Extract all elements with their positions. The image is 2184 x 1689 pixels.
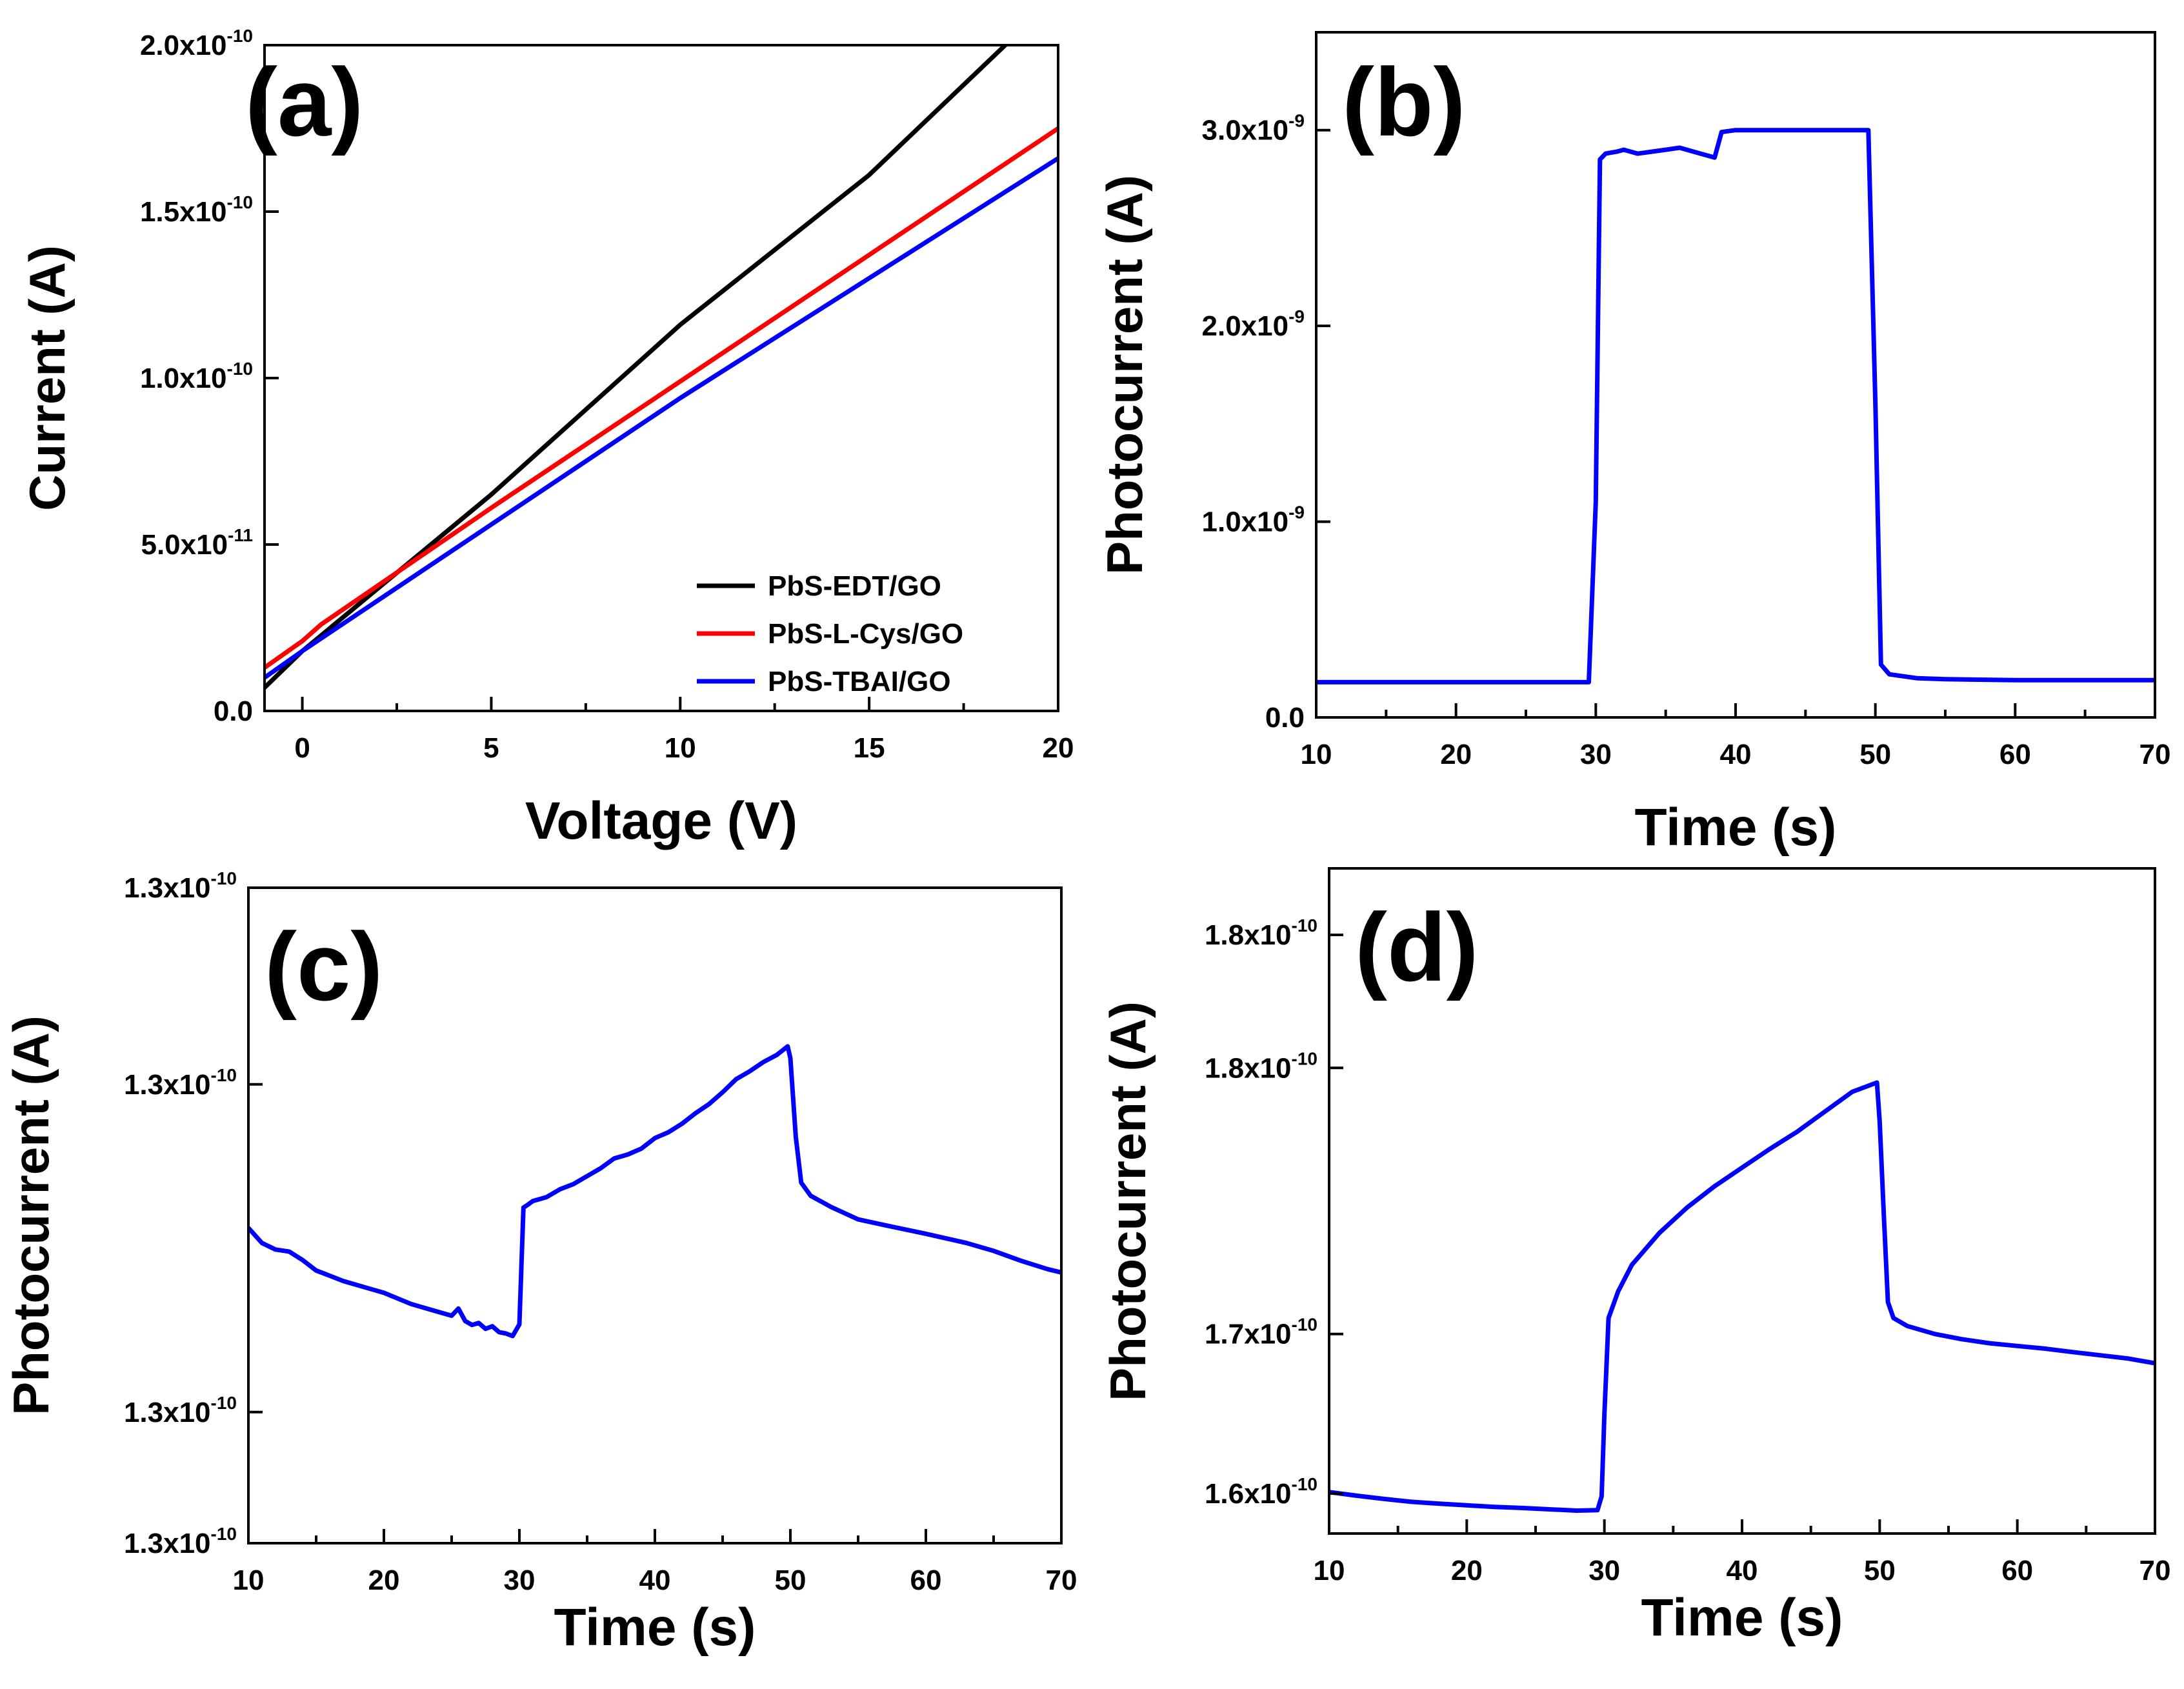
y-tick-label: 0.0 — [214, 695, 253, 727]
x-tick-label: 60 — [910, 1564, 942, 1596]
legend-label: PbS-L-Cys/GO — [768, 618, 963, 650]
x-axis-title: Voltage (V) — [525, 792, 797, 850]
x-tick-label: 20 — [1451, 1555, 1483, 1586]
y-tick-label: 1.8x10-10 — [1205, 915, 1317, 951]
x-tick-label: 50 — [775, 1564, 806, 1596]
x-tick-label: 10 — [665, 732, 696, 764]
x-tick-label: 10 — [233, 1564, 265, 1596]
x-tick-label: 10 — [1314, 1555, 1345, 1586]
series-line — [1329, 1080, 2155, 1513]
y-tick-label: 1.8x10-10 — [1205, 1048, 1317, 1084]
x-tick-label: 70 — [1046, 1564, 1077, 1596]
legend-label: PbS-EDT/GO — [768, 570, 941, 602]
y-tick-label: 1.3x10-10 — [124, 1065, 237, 1101]
x-tick-label: 20 — [1440, 739, 1472, 770]
y-tick-label: 1.3x10-10 — [124, 1393, 237, 1428]
y-tick-label: 2.0x10-9 — [1202, 306, 1305, 342]
series-line — [248, 1044, 1061, 1339]
y-tick-label: 5.0x10-11 — [141, 525, 253, 561]
x-axis-title: Time (s) — [1635, 798, 1837, 857]
legend: PbS-EDT/GO PbS-L-Cys/GO PbS-TBAI/GO — [697, 570, 963, 697]
x-tick-label: 30 — [504, 1564, 536, 1596]
x-tick-label: 70 — [2139, 1555, 2171, 1586]
x-tick-label: 10 — [1301, 739, 1332, 770]
x-tick-label: 15 — [854, 732, 885, 764]
panel-c: 10 20 30 40 50 60 70 1.3x10-10 1.3x10-10 1.3x10-1… — [3, 868, 1077, 1657]
x-tick-label: 60 — [1999, 739, 2031, 770]
x-tick-label: 20 — [1043, 732, 1074, 764]
y-tick-label: 1.6x10-10 — [1205, 1474, 1317, 1510]
x-tick-label: 50 — [1859, 739, 1891, 770]
y-tick-label: 0.0 — [1265, 702, 1305, 734]
x-tick-label: 20 — [368, 1564, 400, 1596]
y-tick-label: 1.0x10-10 — [140, 359, 253, 394]
panel-label: (d) — [1355, 893, 1479, 1001]
x-tick-label: 5 — [483, 732, 499, 764]
x-tick-label: 50 — [1864, 1555, 1896, 1586]
series-line-pbs-l-cys-go — [265, 126, 1058, 670]
y-tick-label: 2.0x10-10 — [140, 26, 253, 61]
x-tick-label: 30 — [1580, 739, 1612, 770]
x-tick-label: 30 — [1588, 1555, 1620, 1586]
y-axis-title: Photocurrent (A) — [1099, 1001, 1156, 1401]
y-axis-title: Current (A) — [19, 245, 75, 511]
panel-a: 0 5 10 15 20 0.0 5.0x10-11 1.0x10-10 1.5x10-10 2.… — [19, 26, 1074, 850]
panel-d: 10 20 30 40 50 60 70 1.6x10-10 1.7x10-10 1.8x10-1… — [1099, 867, 2171, 1647]
panel-label: (b) — [1342, 48, 1466, 156]
panel-label: (c) — [265, 912, 383, 1021]
y-tick-label: 1.0x10-9 — [1202, 503, 1305, 538]
x-tick-label: 40 — [1727, 1555, 1758, 1586]
x-tick-label: 40 — [1720, 739, 1752, 770]
y-axis-title: Photocurrent (A) — [1096, 175, 1153, 575]
x-axis-title: Time (s) — [1641, 1588, 1843, 1647]
x-tick-label: 70 — [2139, 739, 2171, 770]
series-line — [1316, 128, 2155, 685]
x-tick-label: 40 — [639, 1564, 671, 1596]
y-tick-label: 1.7x10-10 — [1205, 1315, 1317, 1350]
y-axis-title: Photocurrent (A) — [3, 1015, 59, 1415]
panel-b: 10 20 30 40 50 60 70 0.0 1.0x10-9 2.0x10-9 3.0x10-… — [1096, 31, 2171, 857]
y-tick-label: 1.5x10-10 — [140, 192, 253, 228]
series-line-pbs-tbai-go — [265, 155, 1058, 680]
panel-label: (a) — [245, 48, 363, 156]
x-axis-title: Time (s) — [554, 1598, 756, 1657]
x-tick-label: 0 — [294, 732, 310, 764]
legend-label: PbS-TBAI/GO — [768, 666, 951, 697]
y-tick-label: 1.3x10-10 — [124, 1524, 237, 1559]
x-tick-label: 60 — [2001, 1555, 2033, 1586]
y-tick-label: 1.3x10-10 — [124, 868, 237, 904]
y-tick-label: 3.0x10-9 — [1202, 111, 1305, 146]
